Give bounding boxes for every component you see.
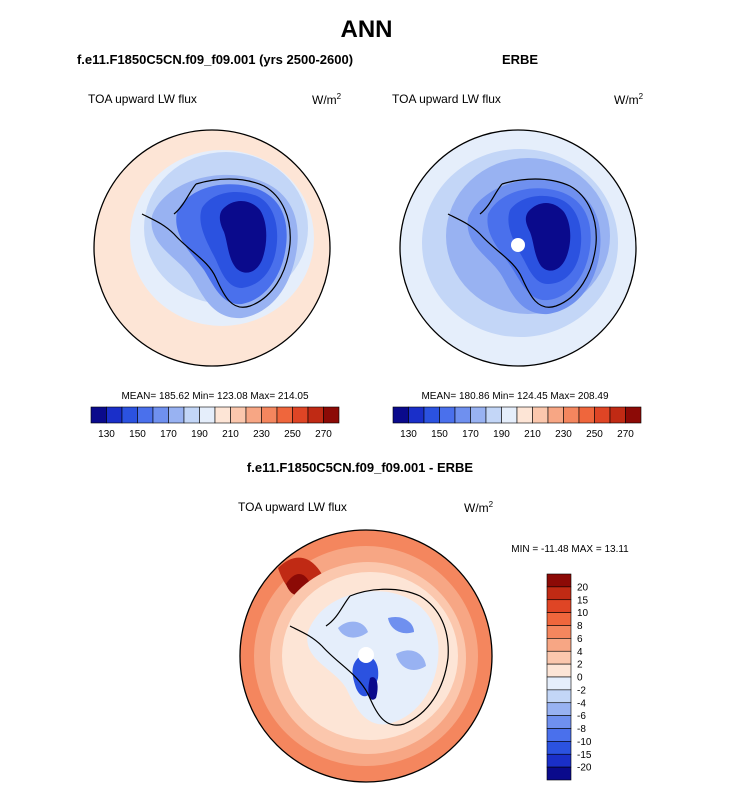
panel-3-title: f.e11.F1850C5CN.f09_f09.001 - ERBE xyxy=(246,460,474,475)
panel-3-colorbar-swatch xyxy=(546,728,572,742)
panel-2-title: ERBE xyxy=(501,52,539,67)
panel-2-colorbar: 130 150 170 190 210 230 250 270 xyxy=(392,406,642,440)
panel-2-colorbar-swatch xyxy=(408,406,425,424)
panel-1-colorbar-swatch xyxy=(183,406,200,424)
panel-2-colorbar-tick-label: 230 xyxy=(555,429,572,440)
panel-1-colorbar-swatch xyxy=(245,406,262,424)
panel-3-colorbar-tick-label: -8 xyxy=(577,724,586,735)
panel-2-colorbar-tick-label: 150 xyxy=(431,429,448,440)
panel-1-colorbar-swatch xyxy=(230,406,247,424)
panel-3-colorbar-swatch xyxy=(546,650,572,665)
panel-2-colorbar-tick-label: 210 xyxy=(524,429,541,440)
panel-2-colorbar-swatch xyxy=(439,406,456,424)
panel-2-colorbar-tick-label: 170 xyxy=(462,429,479,440)
panel-1-colorbar-tick-label: 250 xyxy=(284,429,301,440)
panel-1-colorbar-swatch xyxy=(261,406,278,424)
panel-1-variable-label: TOA upward LW flux xyxy=(88,92,197,106)
panel-3-colorbar-tick-label: 4 xyxy=(577,647,583,658)
panel-1-colorbar-tick-label: 270 xyxy=(315,429,332,440)
panel-2-colorbar-swatch xyxy=(470,406,487,424)
panel-3-colorbar-tick-label: -15 xyxy=(577,750,592,761)
panel-2-colorbar-tick-label: 190 xyxy=(493,429,510,440)
panel-2-units: W/m2 xyxy=(614,92,644,107)
panel-3-colorbar-tick-label: -2 xyxy=(577,685,586,696)
panel-1-title: f.e11.F1850C5CN.f09_f09.001 (yrs 2500-26… xyxy=(76,52,354,67)
panel-2-colorbar-tick-label: 130 xyxy=(400,429,417,440)
panel-3-colorbar-swatch xyxy=(546,625,572,639)
panel-1-colorbar-swatch xyxy=(323,406,340,424)
panel-1-colorbar-swatch xyxy=(276,406,293,424)
panel-1-map xyxy=(93,129,331,367)
panel-3-colorbar-swatch xyxy=(546,702,572,716)
panel-1-colorbar-tick-label: 170 xyxy=(160,429,177,440)
panel-3-colorbar-tick-label: 2 xyxy=(577,660,583,671)
panel-2-colorbar-tick-label: 250 xyxy=(586,429,603,440)
panel-1-colorbar-swatch xyxy=(90,406,107,424)
panel-3-colorbar-swatch xyxy=(546,741,572,755)
panel-3-stats: MIN = -11.48 MAX = 13.11 xyxy=(511,544,629,555)
panel-3-variable-label: TOA upward LW flux xyxy=(238,500,347,514)
panel-1-colorbar-tick-label: 190 xyxy=(191,429,208,440)
panel-1-colorbar-swatch xyxy=(168,406,185,424)
panel-1-colorbar-tick-label: 150 xyxy=(129,429,146,440)
panel-2-colorbar-tick-label: 270 xyxy=(617,429,634,440)
panel-1-colorbar-tick-label: 130 xyxy=(98,429,115,440)
panel-2-colorbar-swatch xyxy=(532,406,549,424)
panel-3-colorbar-tick-label: -10 xyxy=(577,737,592,748)
panel-3-colorbar-swatch xyxy=(546,766,572,781)
panel-1-colorbar-swatch xyxy=(137,406,154,424)
panel-3-colorbar-tick-label: -4 xyxy=(577,698,586,709)
panel-2-colorbar-swatch xyxy=(625,406,642,424)
panel-3-colorbar-tick-label: 0 xyxy=(577,673,583,684)
panel-1-colorbar-swatch xyxy=(199,406,216,424)
panel-1-colorbar-swatch xyxy=(106,406,123,424)
panel-2-colorbar-swatch xyxy=(454,406,471,424)
main-title: ANN xyxy=(340,16,393,43)
panel-3-colorbar-swatch xyxy=(546,676,572,691)
panel-2-stats: MEAN= 180.86 Min= 124.45 Max= 208.49 xyxy=(421,391,609,402)
panel-2-colorbar-swatch xyxy=(392,406,409,424)
panel-3-colorbar-swatch xyxy=(546,573,572,588)
panel-2-colorbar-swatch xyxy=(501,406,518,424)
panel-3-colorbar-swatch xyxy=(546,612,572,626)
panel-3-colorbar-tick-label: -6 xyxy=(577,711,586,722)
panel-2-colorbar-swatch xyxy=(563,406,580,424)
panel-2-map xyxy=(399,129,637,367)
panel-3-map xyxy=(239,529,493,783)
panel-3-units: W/m2 xyxy=(464,500,494,515)
panel-3-colorbar-swatch xyxy=(546,586,572,601)
panel-3-colorbar-tick-label: 8 xyxy=(577,621,583,632)
panel-3-colorbar-swatch xyxy=(546,753,572,768)
panel-2-colorbar-swatch xyxy=(485,406,502,424)
panel-1-colorbar-tick-label: 230 xyxy=(253,429,270,440)
panel-2-colorbar-swatch xyxy=(547,406,564,424)
panel-1-stats: MEAN= 185.62 Min= 123.08 Max= 214.05 xyxy=(121,391,309,402)
panel-3-colorbar-swatch xyxy=(546,663,572,678)
panel-2-colorbar-swatch xyxy=(609,406,626,424)
panel-1-colorbar-swatch xyxy=(152,406,169,424)
panel-1-colorbar-swatch xyxy=(121,406,138,424)
panel-2-colorbar-swatch xyxy=(516,406,533,424)
panel-3-colorbar-tick-label: -20 xyxy=(577,763,592,774)
panel-2-colorbar-swatch xyxy=(578,406,595,424)
panel-3-colorbar-tick-label: 6 xyxy=(577,634,583,645)
panel-2-variable-label: TOA upward LW flux xyxy=(392,92,501,106)
panel-1-colorbar-swatch xyxy=(307,406,324,424)
panel-3-colorbar-swatch xyxy=(546,715,572,729)
panel-2-colorbar-swatch xyxy=(423,406,440,424)
panel-1-colorbar: 130 150 170 190 210 230 250 270 xyxy=(90,406,340,440)
panel-3-colorbar-swatch xyxy=(546,599,572,613)
panel-3-colorbar-tick-label: 20 xyxy=(577,582,589,593)
panel-1-colorbar-swatch xyxy=(292,406,309,424)
panel-3-colorbar-tick-label: 10 xyxy=(577,608,589,619)
panel-1-units: W/m2 xyxy=(312,92,342,107)
panel-1-colorbar-tick-label: 210 xyxy=(222,429,239,440)
panel-3-colorbar-tick-label: 15 xyxy=(577,595,589,606)
panel-3-colorbar-swatch xyxy=(546,638,572,652)
panel-3-colorbar-swatch xyxy=(546,689,572,704)
panel-2-colorbar-swatch xyxy=(594,406,611,424)
panel-1-colorbar-swatch xyxy=(214,406,231,424)
